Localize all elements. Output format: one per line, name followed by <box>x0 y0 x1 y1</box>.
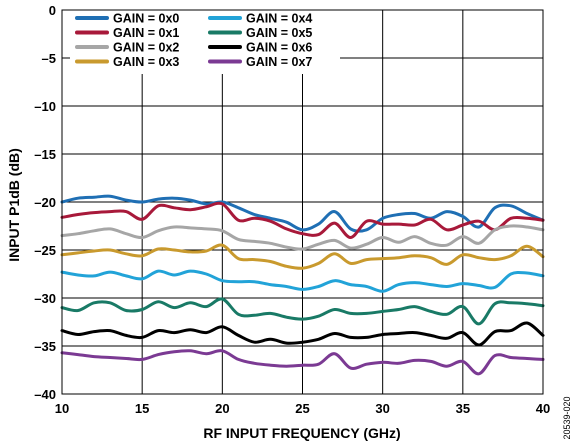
legend-label-6: GAIN = 0x6 <box>246 41 312 55</box>
x-tick-label: 15 <box>135 401 149 416</box>
series-lines <box>60 194 545 376</box>
legend-label-1: GAIN = 0x1 <box>113 26 179 40</box>
y-tick-label: –15 <box>34 147 56 162</box>
x-tick-label: 20 <box>215 401 229 416</box>
x-tick-label: 10 <box>55 401 69 416</box>
series-line-3 <box>60 243 545 270</box>
series-line-5 <box>60 297 545 326</box>
series-line-1 <box>60 201 545 239</box>
legend-label-2: GAIN = 0x2 <box>113 41 179 55</box>
y-tick-label: –20 <box>34 195 56 210</box>
legend-label-3: GAIN = 0x3 <box>113 55 179 69</box>
y-tick-label: –30 <box>34 291 56 306</box>
y-tick-label: –40 <box>34 387 56 402</box>
x-tick-label: 35 <box>456 401 470 416</box>
x-tick-labels: 10 15 20 25 30 35 40 <box>55 401 550 416</box>
y-tick-label: 0 <box>49 3 56 18</box>
plot-frame <box>61 9 544 395</box>
x-tick-label: 25 <box>295 401 309 416</box>
y-tick-label: –25 <box>34 243 56 258</box>
x-tick-label: 30 <box>375 401 389 416</box>
legend-label-7: GAIN = 0x7 <box>246 55 312 69</box>
legend-label-0: GAIN = 0x0 <box>113 12 179 26</box>
y-tick-labels: 0 –5 –10 –15 –20 –25 –30 –35 –40 <box>34 3 56 402</box>
y-tick-label: –10 <box>34 99 56 114</box>
series-line-4 <box>60 269 545 293</box>
legend-label-5: GAIN = 0x5 <box>246 26 312 40</box>
legend-label-4: GAIN = 0x4 <box>246 12 312 26</box>
series-line-2 <box>60 224 545 251</box>
y-tick-label: –35 <box>34 339 56 354</box>
legend-box <box>70 10 340 74</box>
series-line-6 <box>60 321 545 347</box>
y-tick-label: –5 <box>42 51 56 66</box>
x-axis-label: RF INPUT FREQUENCY (GHz) <box>203 425 400 441</box>
y-axis-label: INPUT P1dB (dB) <box>6 148 22 262</box>
series-line-7 <box>60 349 545 376</box>
series-line-0 <box>60 194 545 233</box>
figure-id: 20539-020 <box>562 396 572 439</box>
x-tick-label: 40 <box>536 401 550 416</box>
